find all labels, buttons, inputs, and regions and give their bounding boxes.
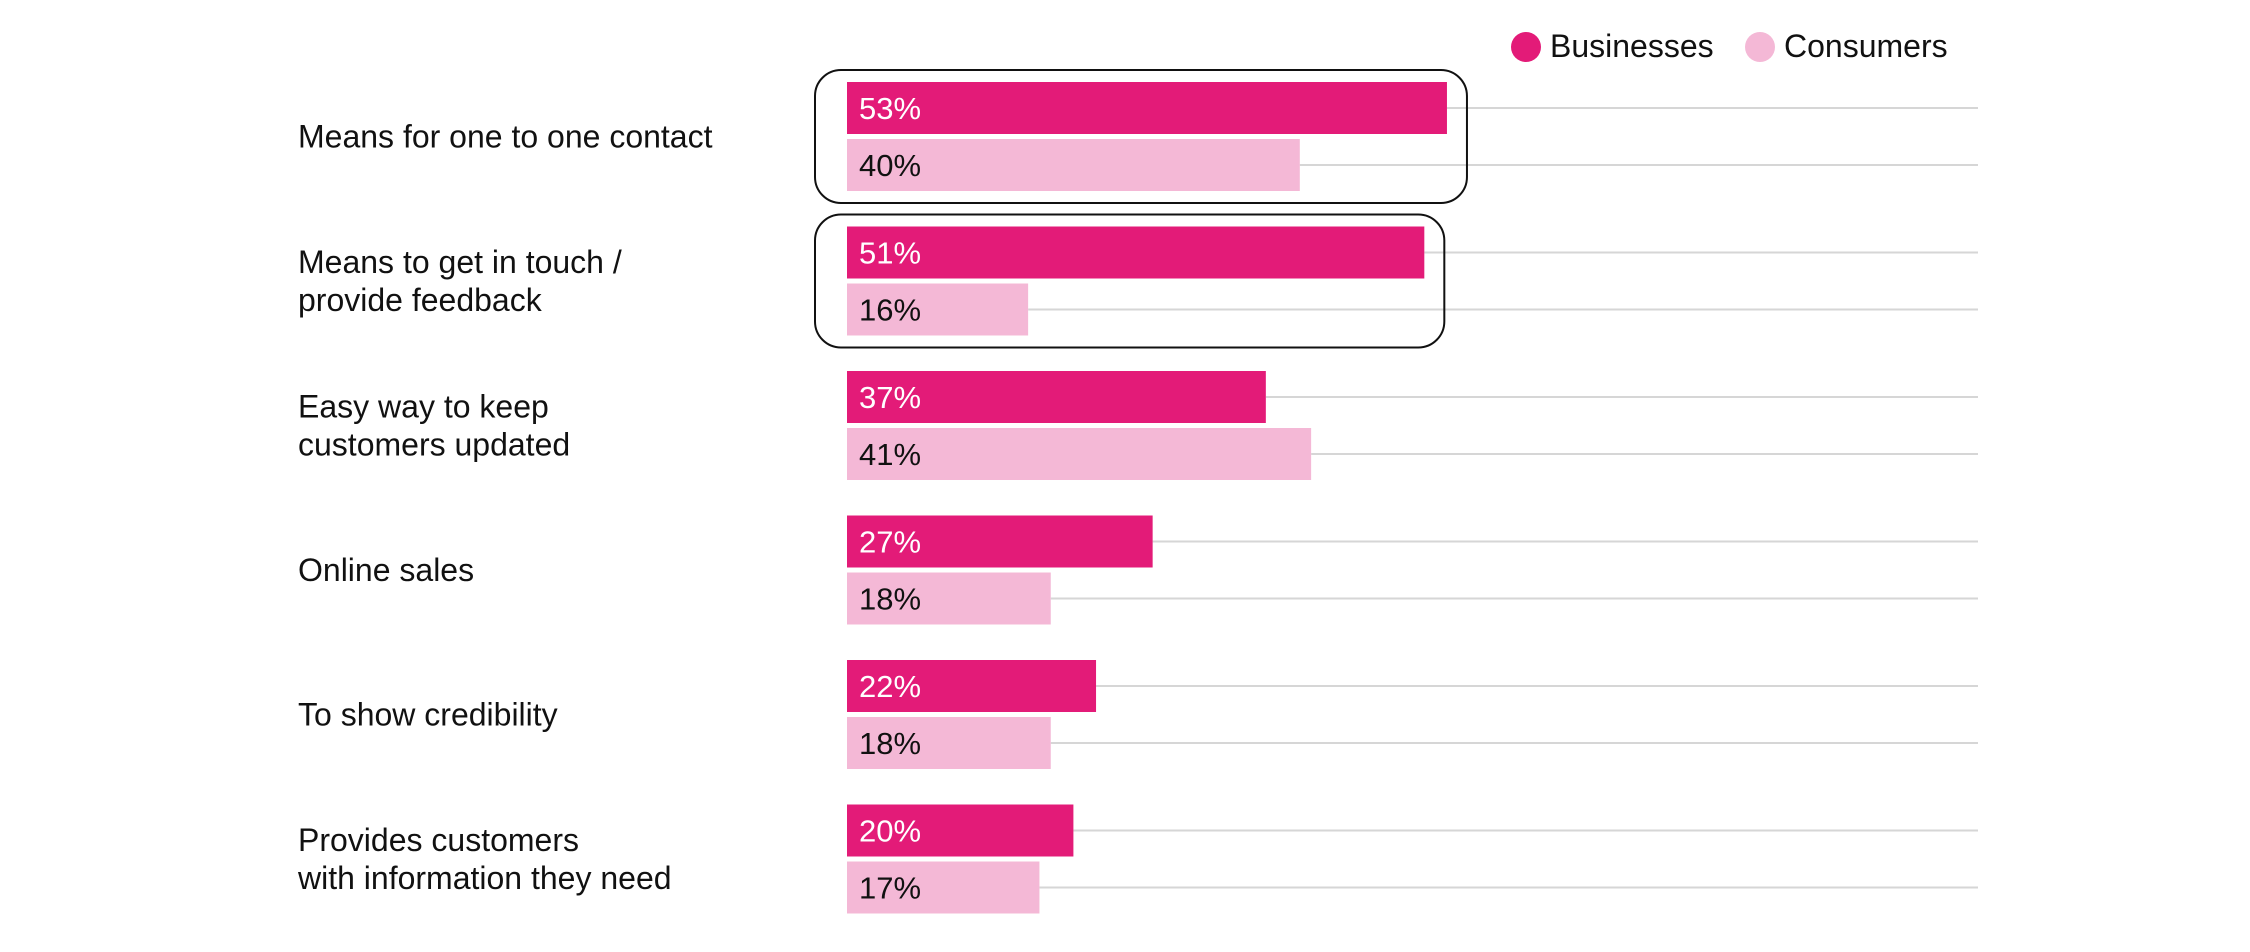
category-label-line: Online sales bbox=[298, 552, 474, 588]
category-label-line: Provides customers bbox=[298, 822, 579, 858]
legend-swatch-consumers bbox=[1745, 32, 1775, 62]
legend: Businesses Consumers bbox=[1511, 28, 1948, 64]
data-label-businesses: 53% bbox=[859, 91, 921, 126]
data-label-consumers: 18% bbox=[859, 582, 921, 617]
category-label-line: To show credibility bbox=[298, 697, 558, 733]
highlight-frames bbox=[814, 69, 1468, 349]
bar-businesses bbox=[847, 371, 1266, 423]
category-labels: Means for one to one contact Means to get… bbox=[297, 119, 713, 897]
data-label-consumers: 18% bbox=[859, 726, 921, 761]
legend-swatch-businesses bbox=[1511, 32, 1541, 62]
data-label-consumers: 16% bbox=[859, 293, 921, 328]
category-label-line: customers updated bbox=[298, 427, 570, 463]
category-label-line: Easy way to keep bbox=[298, 389, 549, 425]
category-label: Means to get in touch / provide feedback bbox=[298, 244, 622, 318]
bar-businesses bbox=[847, 515, 1153, 568]
data-label-consumers: 40% bbox=[859, 148, 921, 183]
bars: 53% 40% 51% 16% 37% 41% 27% 18% 22% 18% 20% 17% bbox=[847, 82, 1447, 914]
data-label-businesses: 51% bbox=[859, 236, 921, 271]
data-label-businesses: 37% bbox=[859, 380, 921, 415]
highlight-frame bbox=[814, 213, 1446, 349]
category-label-line: with information they need bbox=[297, 860, 672, 896]
data-label-businesses: 20% bbox=[859, 814, 921, 849]
bar-consumers bbox=[847, 428, 1312, 480]
category-label: Means for one to one contact bbox=[298, 119, 713, 155]
data-label-consumers: 17% bbox=[859, 871, 921, 906]
data-label-consumers: 41% bbox=[859, 437, 921, 472]
bar-consumers bbox=[847, 717, 1051, 769]
gridlines bbox=[1028, 107, 1978, 889]
category-label-line: provide feedback bbox=[298, 282, 543, 318]
data-label-businesses: 22% bbox=[859, 669, 921, 704]
bar-consumers bbox=[847, 861, 1040, 914]
category-label-line: Means for one to one contact bbox=[298, 119, 713, 155]
bar-consumers bbox=[847, 139, 1300, 191]
category-label: Online sales bbox=[298, 552, 474, 588]
bar-consumers bbox=[847, 572, 1051, 625]
bar-businesses bbox=[847, 660, 1097, 712]
legend-label-consumers: Consumers bbox=[1784, 28, 1948, 64]
data-label-businesses: 27% bbox=[859, 525, 921, 560]
bar-businesses bbox=[847, 82, 1447, 134]
legend-label-businesses: Businesses bbox=[1550, 28, 1714, 64]
category-label: Provides customers with information they … bbox=[297, 822, 672, 896]
bar-businesses bbox=[847, 804, 1074, 857]
bar-businesses bbox=[847, 226, 1425, 279]
category-label: To show credibility bbox=[298, 697, 558, 733]
category-label: Easy way to keep customers updated bbox=[298, 389, 570, 463]
category-label-line: Means to get in touch / bbox=[298, 244, 622, 280]
highlight-frame bbox=[814, 69, 1468, 204]
bar-consumers bbox=[847, 283, 1029, 336]
